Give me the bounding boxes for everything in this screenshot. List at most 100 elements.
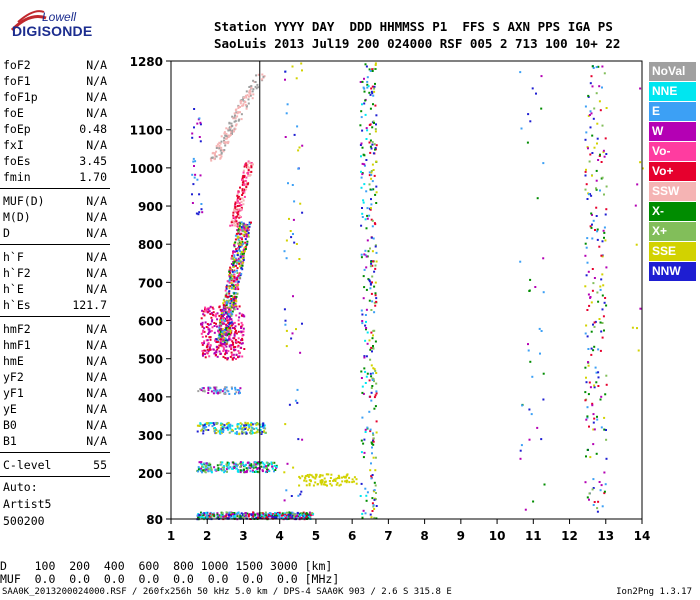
echo-point bbox=[218, 514, 221, 517]
echo-point bbox=[218, 429, 221, 432]
echo-point bbox=[364, 428, 367, 431]
echo-point bbox=[368, 133, 371, 135]
echo-point bbox=[223, 300, 226, 303]
echo-point bbox=[308, 484, 311, 487]
echo-point bbox=[245, 184, 248, 187]
echo-point bbox=[213, 322, 216, 324]
echo-point bbox=[251, 97, 254, 100]
echo-point bbox=[339, 483, 342, 486]
echo-point bbox=[540, 107, 543, 110]
echo-point bbox=[208, 348, 211, 351]
echo-point bbox=[237, 105, 240, 108]
echo-point bbox=[274, 514, 276, 517]
echo-point bbox=[201, 463, 204, 466]
echo-point bbox=[232, 353, 235, 356]
echo-point bbox=[374, 456, 377, 459]
echo-point bbox=[245, 105, 248, 108]
echo-point bbox=[605, 383, 608, 386]
echo-point bbox=[239, 243, 242, 246]
echo-point bbox=[217, 430, 220, 433]
echo-point bbox=[592, 487, 595, 489]
echo-point bbox=[604, 393, 607, 396]
echo-point bbox=[235, 295, 238, 298]
echo-point bbox=[217, 346, 220, 349]
echo-point bbox=[584, 105, 587, 108]
echo-point bbox=[234, 241, 237, 244]
echo-point bbox=[263, 75, 266, 78]
echo-point bbox=[229, 129, 232, 131]
echo-point bbox=[228, 327, 231, 329]
echo-point bbox=[201, 465, 203, 468]
echo-point bbox=[243, 246, 246, 249]
echo-point bbox=[230, 273, 233, 276]
echo-point bbox=[369, 265, 372, 268]
echo-point bbox=[220, 315, 223, 318]
echo-point bbox=[245, 426, 248, 429]
echo-point bbox=[240, 423, 243, 426]
echo-point bbox=[603, 492, 606, 495]
param-label: D bbox=[3, 226, 10, 240]
echo-point bbox=[361, 320, 364, 322]
echo-point bbox=[233, 308, 236, 311]
echo-point bbox=[375, 185, 378, 188]
echo-point bbox=[240, 516, 243, 519]
echo-point bbox=[371, 275, 374, 278]
echo-point bbox=[221, 308, 224, 311]
echo-point bbox=[337, 474, 340, 477]
echo-point bbox=[207, 467, 210, 470]
auto-version: 500200 bbox=[3, 514, 45, 528]
echo-point bbox=[603, 226, 606, 229]
divider bbox=[0, 244, 110, 245]
echo-point bbox=[236, 254, 239, 256]
echo-point bbox=[237, 350, 240, 352]
echo-point bbox=[218, 431, 221, 434]
echo-point bbox=[364, 249, 367, 252]
echo-point bbox=[256, 428, 259, 431]
echo-point bbox=[329, 482, 332, 485]
echo-point bbox=[204, 306, 207, 309]
echo-point bbox=[198, 424, 201, 427]
echo-point bbox=[359, 144, 362, 146]
echo-point bbox=[365, 320, 367, 323]
echo-point bbox=[212, 422, 215, 425]
echo-point bbox=[242, 259, 245, 261]
echo-point bbox=[587, 94, 590, 97]
echo-point bbox=[593, 386, 596, 389]
echo-point bbox=[271, 515, 274, 518]
echo-point bbox=[247, 515, 250, 518]
echo-point bbox=[371, 379, 374, 381]
echo-point bbox=[601, 294, 604, 297]
echo-point bbox=[529, 360, 532, 363]
x-tick-label: 1 bbox=[167, 529, 175, 543]
echo-point bbox=[206, 463, 209, 466]
echo-point bbox=[285, 239, 288, 242]
echo-point bbox=[255, 74, 258, 77]
echo-point bbox=[595, 187, 597, 190]
y-tick-label: 1280 bbox=[130, 55, 163, 69]
echo-point bbox=[319, 474, 322, 477]
echo-point bbox=[598, 318, 601, 320]
echo-point bbox=[236, 269, 238, 272]
legend-item-sse: SSE bbox=[649, 242, 696, 261]
echo-point bbox=[590, 226, 593, 229]
echo-point bbox=[216, 348, 219, 351]
echo-point bbox=[247, 466, 250, 469]
echo-point bbox=[221, 345, 224, 348]
echo-point bbox=[225, 325, 228, 328]
echo-point bbox=[224, 289, 227, 292]
echo-point bbox=[220, 343, 223, 346]
echo-point bbox=[232, 465, 235, 468]
echo-point bbox=[245, 424, 247, 427]
echo-point bbox=[230, 344, 233, 347]
echo-point bbox=[374, 369, 377, 372]
echo-point bbox=[248, 225, 251, 228]
echo-point bbox=[243, 190, 246, 193]
echo-point bbox=[361, 391, 364, 394]
echo-point bbox=[224, 337, 227, 340]
echo-point bbox=[246, 224, 249, 227]
echo-point bbox=[270, 461, 273, 464]
echo-point bbox=[256, 512, 259, 515]
echo-point bbox=[248, 91, 251, 94]
echo-point bbox=[536, 426, 539, 429]
echo-point bbox=[592, 443, 595, 446]
